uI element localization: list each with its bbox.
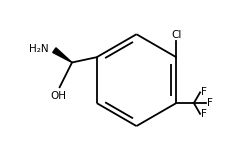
Text: H₂N: H₂N bbox=[28, 44, 48, 54]
Text: F: F bbox=[207, 98, 213, 108]
Polygon shape bbox=[53, 48, 72, 62]
Text: F: F bbox=[201, 109, 207, 119]
Text: Cl: Cl bbox=[171, 30, 181, 40]
Text: F: F bbox=[201, 87, 207, 97]
Text: OH: OH bbox=[51, 91, 67, 101]
